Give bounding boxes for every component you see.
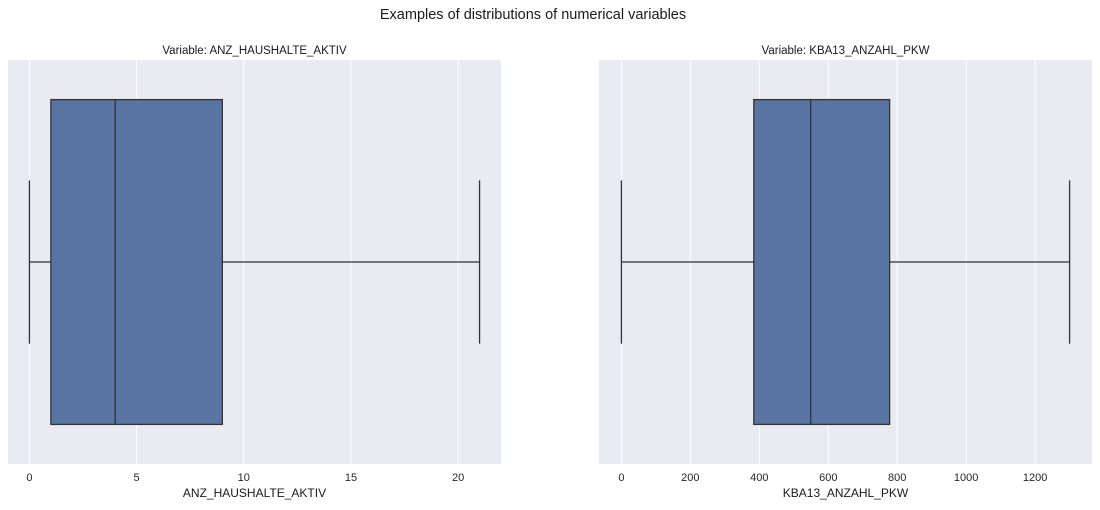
chart-2-xtick-label-5: 1000: [954, 472, 978, 484]
chart-1-box: [50, 98, 223, 426]
chart-2-xtick-label-1: 200: [681, 472, 699, 484]
figure-title: Examples of distributions of numerical v…: [380, 7, 686, 23]
chart-2-xtick-label-0: 0: [618, 472, 624, 484]
chart-2-xtick-label-2: 400: [750, 472, 768, 484]
chart-2-xtick-label-6: 1200: [1023, 472, 1047, 484]
chart-2-box: [753, 98, 891, 426]
chart-1-xtick-label-4: 20: [452, 472, 464, 484]
chart-1-xlabel: ANZ_HAUSHALTE_AKTIV: [183, 486, 326, 500]
chart-1: 0 5 10 15 20 Variable: ANZ_HAUSHALTE_AKTIV ANZ…: [8, 45, 501, 500]
chart-1-xtick-label-3: 15: [345, 472, 357, 484]
chart-2-xlabel: KBA13_ANZAHL_PKW: [783, 486, 909, 500]
chart-1-xtick-label-2: 10: [238, 472, 250, 484]
chart-1-title: Variable: ANZ_HAUSHALTE_AKTIV: [162, 45, 347, 57]
subplots: 0 5 10 15 20 Variable: ANZ_HAUSHALTE_AKTIV ANZ…: [8, 45, 1092, 500]
chart-2-title: Variable: KBA13_ANZAHL_PKW: [762, 45, 930, 57]
chart-1-xtick-label-0: 0: [26, 472, 32, 484]
chart-1-xtick-label-1: 5: [134, 472, 140, 484]
chart-2-xtick-label-3: 600: [819, 472, 837, 484]
chart-2-xtick-label-4: 800: [888, 472, 906, 484]
chart-2: 0 200 400 600 800 1000 1200 Variable: KBA13_ANZ…: [599, 45, 1092, 500]
